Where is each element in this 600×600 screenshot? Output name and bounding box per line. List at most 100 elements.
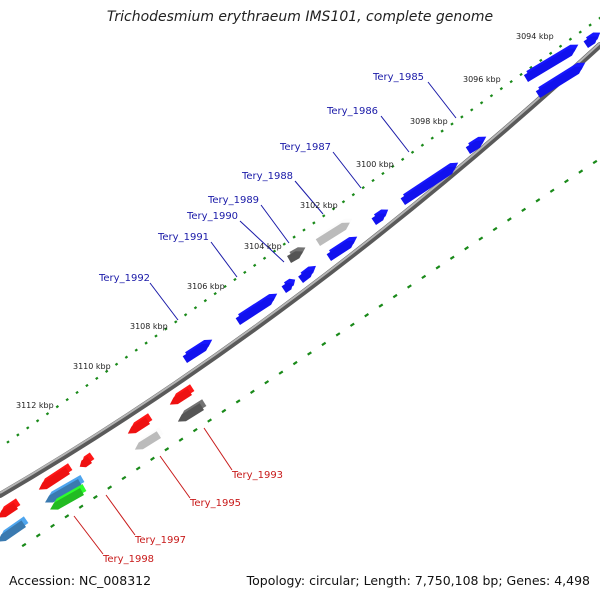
outer-tick-dot xyxy=(164,327,168,331)
gene-front-face xyxy=(182,343,210,363)
outer-tick-dot xyxy=(450,122,454,126)
outer-tick-dot xyxy=(193,306,198,310)
scale-tick-label: 3094 kbp xyxy=(516,32,554,41)
gene-label-forward: Tery_1985 xyxy=(372,72,424,83)
gene-front-face xyxy=(50,488,84,510)
gene-label-reverse: Tery_1995 xyxy=(189,498,241,509)
gene-label-forward: Tery_1989 xyxy=(207,195,259,206)
inner-tick-dot xyxy=(449,255,455,260)
outer-tick-dot xyxy=(322,214,326,218)
gene-front-face xyxy=(235,297,275,325)
outer-tick-dot xyxy=(420,143,425,147)
inner-tick-dot xyxy=(421,274,427,280)
gene-front-face xyxy=(298,269,314,283)
inner-tick-dot xyxy=(221,408,227,414)
gene-feature xyxy=(465,136,487,154)
backbone-group xyxy=(0,42,600,498)
scale-tick-label: 3104 kbp xyxy=(244,242,282,251)
inner-tick-dot xyxy=(549,188,555,193)
gene-feature xyxy=(287,247,306,263)
outer-tick-dot xyxy=(55,405,60,409)
outer-tick-dot xyxy=(302,228,306,232)
outer-tick-dot xyxy=(213,291,217,296)
inner-tick-dot xyxy=(150,456,155,461)
inner-tick-dot xyxy=(564,179,569,184)
outer-tick-dot xyxy=(440,129,444,133)
gene-front-face xyxy=(315,222,350,246)
gene-front-face xyxy=(400,166,456,205)
outer-tick-dot xyxy=(548,51,553,55)
leader-line xyxy=(105,494,136,536)
outer-tick-dot xyxy=(65,397,69,402)
gene-feature xyxy=(45,475,85,503)
outer-tick-dot xyxy=(371,178,375,183)
outer-tick-dot xyxy=(203,299,208,303)
outer-tick-dot xyxy=(598,16,600,20)
inner-tick-dot xyxy=(164,447,170,452)
inner-tick-dot xyxy=(121,475,127,481)
outer-tick-dot xyxy=(558,44,563,48)
gene-front-face xyxy=(0,502,18,518)
inner-tick-dot xyxy=(21,542,27,548)
outer-tick-dot xyxy=(499,87,504,91)
outer-tick-dot xyxy=(282,242,286,246)
gene-label-reverse: Tery_1993 xyxy=(231,470,283,481)
inner-tick-dot xyxy=(35,533,41,538)
gene-label-reverse: Tery_1998 xyxy=(102,554,154,565)
map-title: Trichodesmium erythraeum IMS101, complet… xyxy=(106,9,494,25)
leader-line xyxy=(159,455,191,499)
gene-feature xyxy=(182,339,213,363)
inner-tick-dot xyxy=(64,514,70,519)
outer-tick-dot xyxy=(114,362,119,366)
outer-tick-dot xyxy=(588,23,592,27)
inner-tick-dot xyxy=(464,246,469,251)
scale-tick-label: 3098 kbp xyxy=(410,117,448,126)
gene-feature xyxy=(298,265,316,283)
gene-feature xyxy=(38,463,73,490)
scale-tick-label: 3100 kbp xyxy=(356,160,394,169)
inner-tick-dot xyxy=(592,159,598,165)
accession-text: Accession: NC_008312 xyxy=(9,573,152,588)
gene-feature xyxy=(523,44,579,82)
inner-tick-dot xyxy=(264,380,270,385)
outer-tick-dot xyxy=(489,94,494,98)
outer-tick-dot xyxy=(144,341,148,345)
outer-tick-dot xyxy=(6,440,10,444)
scale-tick-label: 3112 kbp xyxy=(16,401,54,410)
gene-front-face xyxy=(169,388,192,405)
outer-tick-dot xyxy=(85,383,89,388)
inner-tick-dot xyxy=(292,360,298,366)
outer-tick-dot xyxy=(400,157,405,161)
gene-front-face xyxy=(134,431,161,450)
outer-tick-dot xyxy=(183,313,188,317)
gene-front-face xyxy=(38,467,70,490)
outer-tick-dot xyxy=(35,419,40,423)
gene-front-face xyxy=(127,417,150,434)
gene-label-forward: Tery_1990 xyxy=(186,211,238,222)
gene-feature xyxy=(127,413,153,434)
inner-tick-dot xyxy=(178,437,184,442)
scale-tick-label: 3102 kbp xyxy=(300,201,338,210)
inner-tick-dot xyxy=(535,198,541,203)
inner-tick-dot xyxy=(392,293,398,299)
outer-tick-dot xyxy=(223,284,227,289)
inner-tick-dot xyxy=(335,332,341,337)
gene-front-face xyxy=(326,240,355,261)
leader-line xyxy=(239,220,285,263)
outer-tick-dot xyxy=(539,58,543,63)
outer-tick-dot xyxy=(509,79,513,84)
scale-tick-label: 3106 kbp xyxy=(187,282,225,291)
outer-tick-dot xyxy=(174,320,178,324)
gene-front-face xyxy=(371,213,386,225)
gene-label-forward: Tery_1991 xyxy=(157,232,209,243)
leader-line xyxy=(380,115,410,153)
inner-tick-dot xyxy=(506,217,512,222)
inner-tick-dot xyxy=(364,313,370,318)
gene-feature xyxy=(400,162,459,205)
outer-tick-dot xyxy=(430,136,434,140)
outer-tick-dot xyxy=(331,207,336,211)
outer-tick-dot xyxy=(154,334,158,338)
inner-tick-dot xyxy=(378,303,384,308)
inner-tick-dot xyxy=(235,399,241,404)
outer-tick-dot xyxy=(243,270,247,275)
